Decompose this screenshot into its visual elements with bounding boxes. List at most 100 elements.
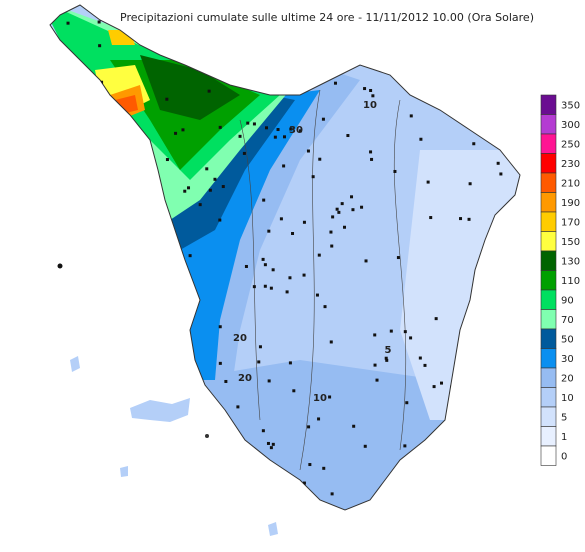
- station: [245, 64, 249, 68]
- station: [261, 257, 265, 261]
- station: [360, 205, 364, 209]
- station: [329, 340, 333, 344]
- island: [57, 263, 63, 269]
- legend-swatch: [540, 328, 557, 349]
- station: [286, 56, 290, 60]
- station: [447, 82, 451, 86]
- station: [102, 233, 106, 237]
- station: [165, 158, 169, 162]
- station: [371, 94, 375, 98]
- station: [101, 505, 105, 509]
- legend-swatch: [540, 172, 557, 193]
- station: [63, 388, 67, 392]
- legend-label: 50: [561, 335, 574, 346]
- station: [315, 293, 319, 297]
- station: [66, 21, 70, 25]
- station: [137, 28, 141, 32]
- station: [257, 360, 261, 364]
- contour-line: [299, 89, 321, 471]
- legend-label: 20: [561, 374, 574, 385]
- station: [236, 405, 240, 409]
- station: [331, 215, 335, 219]
- station: [258, 345, 262, 349]
- legend-swatch: [540, 367, 557, 388]
- station: [270, 493, 274, 497]
- station: [409, 114, 413, 118]
- station: [474, 62, 478, 66]
- station: [299, 129, 303, 133]
- station: [183, 189, 187, 193]
- legend-swatch: [540, 348, 557, 369]
- station: [195, 509, 199, 510]
- station: [352, 424, 356, 428]
- legend: 3503002502302101901701501301109070503020…: [540, 94, 580, 466]
- station: [263, 263, 267, 267]
- station: [76, 204, 80, 208]
- station: [265, 126, 269, 130]
- station: [306, 149, 310, 153]
- station: [307, 425, 311, 429]
- station: [187, 186, 191, 190]
- station: [363, 444, 367, 448]
- station: [351, 208, 355, 212]
- station: [122, 121, 126, 125]
- legend-label: 90: [561, 296, 574, 307]
- station: [127, 174, 131, 178]
- station: [329, 230, 333, 234]
- station: [441, 99, 445, 103]
- island: [130, 398, 190, 422]
- station: [282, 164, 286, 168]
- station: [288, 361, 292, 365]
- station: [505, 456, 509, 460]
- station: [288, 276, 292, 280]
- station: [73, 310, 77, 314]
- station: [106, 216, 110, 220]
- station: [412, 51, 416, 55]
- station: [100, 80, 104, 84]
- station: [213, 177, 217, 181]
- station: [369, 150, 373, 154]
- station: [289, 127, 293, 131]
- station: [171, 270, 175, 274]
- station: [267, 229, 271, 233]
- station: [218, 218, 222, 222]
- station: [302, 220, 306, 224]
- legend-label: 10: [561, 393, 574, 404]
- station: [362, 48, 366, 52]
- station: [109, 258, 113, 262]
- station: [501, 447, 505, 451]
- station: [330, 492, 334, 496]
- station: [330, 244, 334, 248]
- station: [408, 43, 412, 47]
- station: [363, 87, 367, 91]
- station: [504, 409, 508, 413]
- station: [403, 444, 407, 448]
- station: [447, 507, 451, 510]
- station: [471, 294, 475, 298]
- station: [454, 494, 458, 498]
- station: [207, 89, 211, 93]
- legend-swatch: [540, 250, 557, 271]
- station: [373, 333, 377, 337]
- contour-labels: 20 10 30 5 10 20: [233, 100, 391, 404]
- station: [221, 185, 225, 189]
- station: [96, 473, 100, 477]
- legend-label: 190: [561, 198, 580, 209]
- station: [165, 97, 169, 101]
- station: [115, 232, 119, 236]
- contour-label: 10: [363, 100, 377, 111]
- station: [308, 36, 312, 40]
- station: [432, 385, 436, 389]
- legend-label: 210: [561, 179, 580, 190]
- station: [291, 232, 295, 236]
- station: [373, 363, 377, 367]
- station: [68, 101, 72, 105]
- station: [170, 371, 174, 375]
- station: [83, 194, 87, 198]
- station: [97, 81, 101, 85]
- station: [83, 185, 87, 189]
- contour-label: 5: [385, 345, 392, 356]
- station: [203, 471, 207, 475]
